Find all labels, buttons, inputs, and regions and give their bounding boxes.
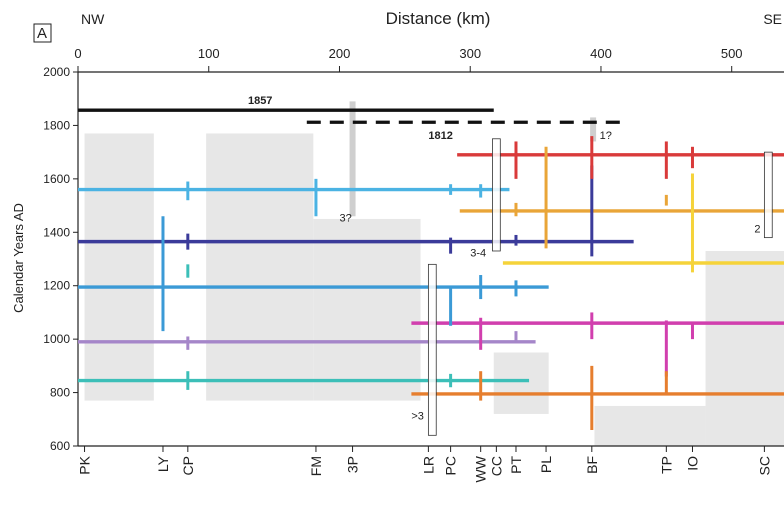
y-tick-label-1000: 1000 (43, 332, 70, 346)
site-label-WW: WW (473, 455, 489, 482)
open-box-label-0: >3 (411, 410, 424, 422)
site-label-FM: FM (308, 456, 324, 476)
y-tick-label-800: 800 (50, 386, 70, 400)
open-box-1 (492, 138, 501, 252)
x-tick-label-0: 0 (74, 46, 81, 61)
site-label-CP: CP (180, 456, 196, 475)
site-label-CC: CC (488, 456, 504, 476)
uncertain-bar-label-1: 1? (600, 130, 612, 142)
open-box-2 (763, 151, 773, 239)
rupture-label-1812: 1812 (428, 130, 452, 142)
site-label-IO: IO (684, 456, 700, 471)
y-tick-label-1600: 1600 (43, 172, 70, 186)
site-label-BF: BF (584, 456, 600, 474)
site-label-TP: TP (658, 456, 674, 474)
site-label-PL: PL (538, 456, 554, 473)
site-label-PC: PC (443, 456, 459, 475)
label-layer: A Distance (km) NW SE Calendar Years AD … (11, 9, 782, 482)
gray-block-3 (493, 352, 549, 414)
panel-label-box (33, 23, 52, 43)
open-box-label-2: 2 (754, 223, 760, 235)
gray-block-2 (313, 218, 421, 401)
x-tick-label-500: 500 (721, 46, 743, 61)
x-tick-label-400: 400 (590, 46, 612, 61)
axis-layer (33, 23, 784, 452)
y-tick-label-1200: 1200 (43, 279, 70, 293)
gray-block-5 (705, 250, 784, 446)
y-tick-label-1400: 1400 (43, 225, 70, 239)
chart-title: Distance (km) (386, 9, 491, 28)
background-layer (84, 133, 784, 446)
site-label-SC: SC (756, 456, 772, 475)
gray-block-4 (594, 405, 706, 446)
direction-right: SE (763, 11, 782, 27)
y-tick-label-600: 600 (50, 439, 70, 453)
rupture-layer (78, 101, 784, 436)
x-tick-label-100: 100 (198, 46, 220, 61)
rupture-label-1857: 1857 (248, 95, 272, 107)
open-box-0 (427, 263, 437, 436)
panel-label: A (37, 25, 47, 42)
uncertain-bar-0 (349, 101, 356, 217)
site-label-3P: 3P (345, 456, 361, 473)
uncertain-bar-label-0: 3? (339, 213, 351, 225)
uncertain-bar-1 (590, 117, 597, 142)
open-box-label-1: 3-4 (470, 247, 486, 259)
gray-block-0 (84, 133, 154, 401)
gray-block-1 (206, 133, 314, 401)
site-label-PK: PK (77, 455, 93, 474)
y-axis-label: Calendar Years AD (11, 203, 26, 313)
y-tick-label-1800: 1800 (43, 118, 70, 132)
site-label-PT: PT (508, 456, 524, 474)
direction-left: NW (81, 11, 105, 27)
x-tick-label-300: 300 (459, 46, 481, 61)
y-tick-label-2000: 2000 (43, 65, 70, 79)
x-tick-label-200: 200 (329, 46, 351, 61)
site-label-LR: LR (420, 456, 436, 474)
site-label-LY: LY (155, 455, 171, 472)
